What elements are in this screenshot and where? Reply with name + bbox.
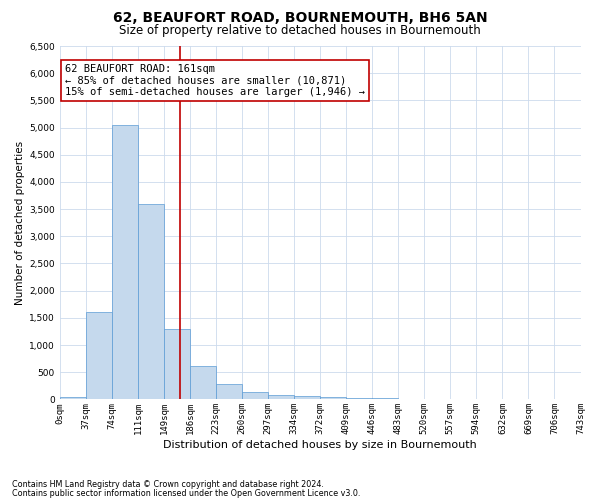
Bar: [86, 312, 112, 400]
X-axis label: Distribution of detached houses by size in Bournemouth: Distribution of detached houses by size …: [163, 440, 477, 450]
Bar: [320, 396, 346, 400]
Bar: [346, 398, 372, 400]
Text: Contains public sector information licensed under the Open Government Licence v3: Contains public sector information licen…: [12, 488, 361, 498]
Bar: [60, 396, 86, 400]
Text: 62, BEAUFORT ROAD, BOURNEMOUTH, BH6 5AN: 62, BEAUFORT ROAD, BOURNEMOUTH, BH6 5AN: [113, 11, 487, 25]
Text: Size of property relative to detached houses in Bournemouth: Size of property relative to detached ho…: [119, 24, 481, 37]
Y-axis label: Number of detached properties: Number of detached properties: [15, 140, 25, 305]
Bar: [138, 204, 164, 400]
Text: 62 BEAUFORT ROAD: 161sqm
← 85% of detached houses are smaller (10,871)
15% of se: 62 BEAUFORT ROAD: 161sqm ← 85% of detach…: [65, 64, 365, 97]
Bar: [294, 396, 320, 400]
Bar: [164, 328, 190, 400]
Text: Contains HM Land Registry data © Crown copyright and database right 2024.: Contains HM Land Registry data © Crown c…: [12, 480, 324, 489]
Bar: [216, 384, 242, 400]
Bar: [190, 366, 216, 400]
Bar: [242, 392, 268, 400]
Bar: [268, 394, 294, 400]
Bar: [112, 125, 138, 400]
Bar: [372, 398, 398, 400]
